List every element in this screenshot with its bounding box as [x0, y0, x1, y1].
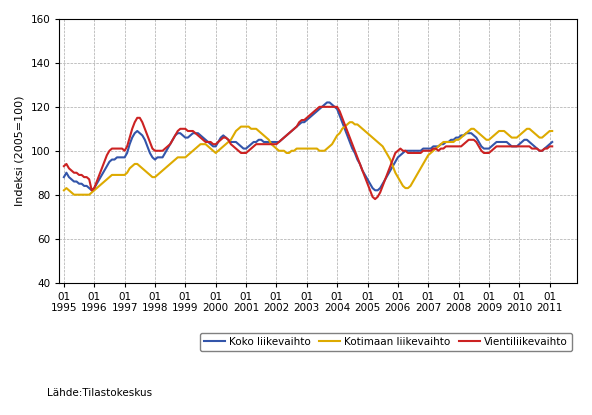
Vientiliikevaihto	[372, 197, 379, 202]
Vientiliikevaihto	[60, 164, 67, 168]
Line: Kotimaan liikevaihto: Kotimaan liikevaihto	[64, 122, 552, 195]
Kotimaan liikevaihto	[70, 192, 78, 197]
Vientiliikevaihto	[162, 146, 169, 151]
Koko liikevaihto	[60, 175, 67, 180]
Y-axis label: Indeksi (2005=100): Indeksi (2005=100)	[15, 95, 25, 206]
Vientiliikevaihto	[316, 104, 323, 109]
Koko liikevaihto	[458, 133, 465, 138]
Koko liikevaihto	[316, 107, 323, 112]
Koko liikevaihto	[164, 146, 171, 151]
Vientiliikevaihto	[106, 148, 113, 153]
Koko liikevaihto	[549, 139, 556, 144]
Vientiliikevaihto	[313, 107, 320, 112]
Kotimaan liikevaihto	[442, 139, 449, 144]
Koko liikevaihto	[108, 157, 115, 162]
Line: Vientiliikevaihto: Vientiliikevaihto	[64, 107, 552, 199]
Vientiliikevaihto	[549, 144, 556, 149]
Kotimaan liikevaihto	[293, 146, 300, 151]
Koko liikevaihto	[293, 124, 300, 129]
Kotimaan liikevaihto	[549, 129, 556, 134]
Kotimaan liikevaihto	[316, 148, 323, 153]
Line: Koko liikevaihto: Koko liikevaihto	[64, 103, 552, 190]
Kotimaan liikevaihto	[108, 173, 115, 178]
Koko liikevaihto	[88, 188, 95, 193]
Vientiliikevaihto	[458, 144, 465, 149]
Text: Lähde:Tilastokeskus: Lähde:Tilastokeskus	[47, 388, 153, 398]
Legend: Koko liikevaihto, Kotimaan liikevaihto, Vientiliikevaihto: Koko liikevaihto, Kotimaan liikevaihto, …	[200, 333, 572, 351]
Koko liikevaihto	[323, 100, 330, 105]
Vientiliikevaihto	[291, 126, 298, 131]
Kotimaan liikevaihto	[346, 120, 353, 125]
Koko liikevaihto	[442, 139, 449, 144]
Kotimaan liikevaihto	[458, 135, 465, 140]
Kotimaan liikevaihto	[164, 164, 171, 168]
Kotimaan liikevaihto	[60, 188, 67, 193]
Vientiliikevaihto	[442, 144, 449, 149]
